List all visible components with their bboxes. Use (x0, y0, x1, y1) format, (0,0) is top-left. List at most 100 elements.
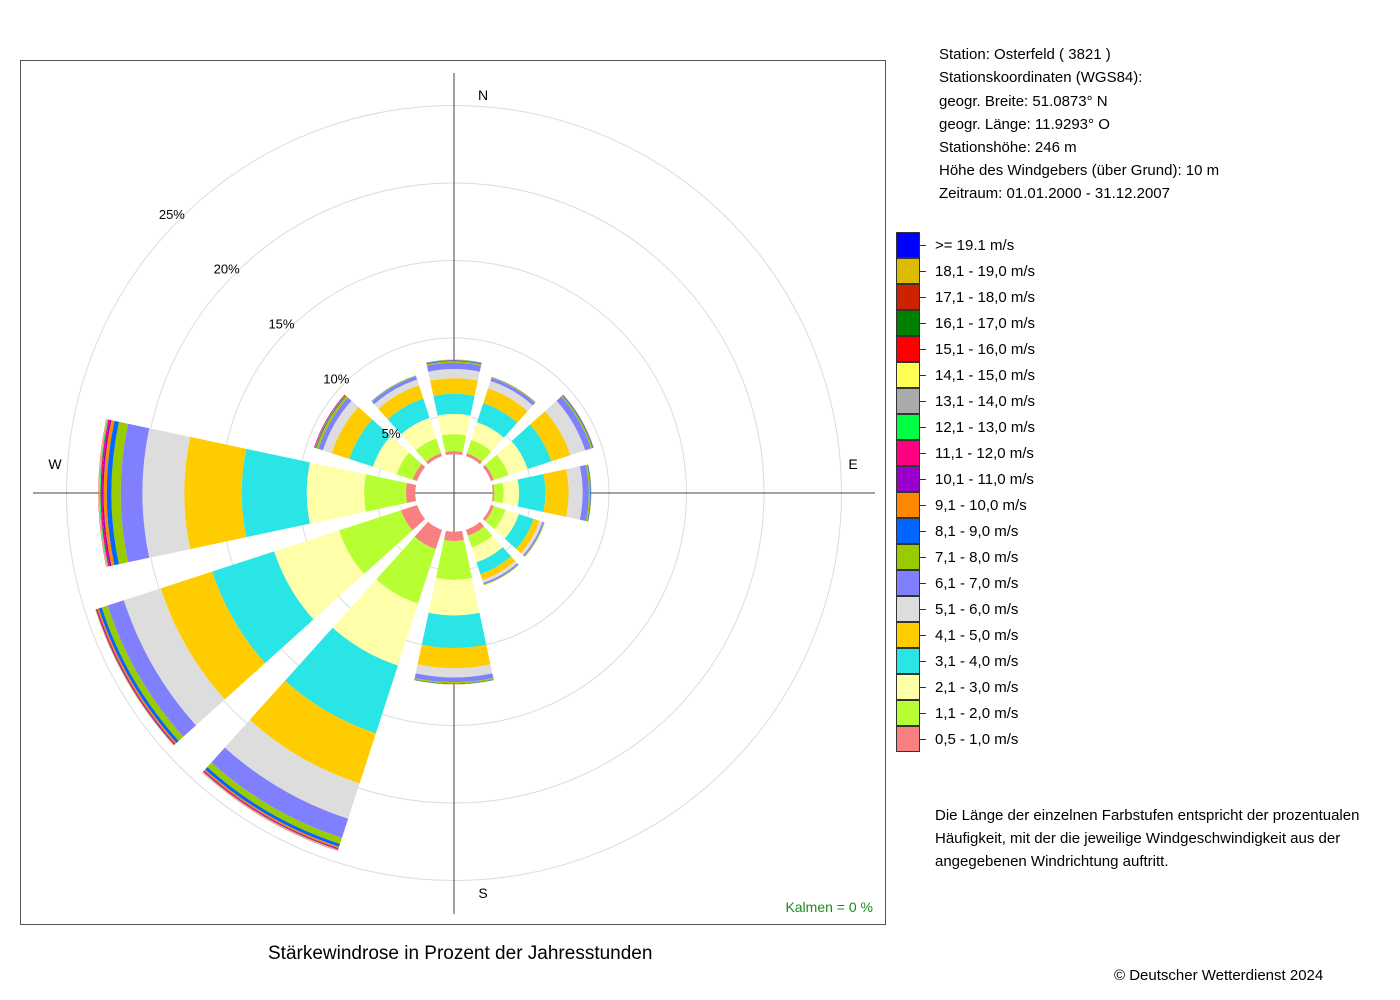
wind-sector-210-class-1 (414, 521, 443, 550)
wind-sector-210-class-2 (376, 536, 436, 604)
legend-tick (920, 557, 926, 558)
wind-sector-90-class-8 (585, 464, 591, 522)
wind-sector-240-class-6 (123, 588, 225, 726)
wind-sector-30-class-6 (488, 380, 533, 412)
legend-swatch (896, 414, 920, 440)
wind-sector-120-class-7 (523, 521, 544, 557)
wind-sector-150-class-6 (482, 560, 518, 583)
wind-sector-60-class-2 (485, 454, 509, 481)
radial-tick-label: 5% (382, 426, 401, 441)
legend-item: 0,5 - 1,0 m/s (896, 726, 1196, 752)
legend-item: 11,1 - 12,0 m/s (896, 440, 1196, 466)
legend-item: >= 19.1 m/s (896, 232, 1196, 258)
legend-item: 18,1 - 19,0 m/s (896, 258, 1196, 284)
wind-sector-0-class-9 (426, 360, 482, 365)
wind-sector-240-class-8 (101, 605, 184, 741)
wind-sector-60-class-3 (496, 441, 528, 476)
time-period: Zeitraum: 01.01.2000 - 31.12.2007 (939, 185, 1170, 202)
legend-item: 3,1 - 4,0 m/s (896, 648, 1196, 674)
wind-sector-330-class-2 (415, 438, 442, 462)
legend-swatch (896, 362, 920, 388)
wind-sector-60-class-6 (544, 400, 586, 456)
wind-sector-0-class-8 (426, 361, 482, 366)
wind-sector-0-class-7 (426, 362, 482, 372)
explanation-note: Die Länge der einzelnen Farbstufen entsp… (935, 804, 1395, 873)
wind-sector-180-class-2 (435, 540, 473, 580)
wind-sector-150-class-3 (471, 535, 503, 563)
wind-sector-120-class-4 (504, 514, 534, 550)
wind-sector-0-class-3 (437, 413, 471, 436)
legend-tick (920, 375, 926, 376)
legend-item: 1,1 - 2,0 m/s (896, 700, 1196, 726)
legend-item: 8,1 - 9,0 m/s (896, 518, 1196, 544)
wind-sector-90-class-7 (579, 464, 589, 522)
legend-tick (920, 531, 926, 532)
wind-sector-270-class-6 (142, 428, 191, 558)
wind-sector-0-class-14 (426, 359, 482, 363)
legend-item: 16,1 - 17,0 m/s (896, 310, 1196, 336)
chart-subtitle: Stärkewindrose in Prozent der Jahresstun… (268, 943, 653, 964)
wind-sector-90-class-9 (587, 464, 592, 522)
legend-swatch (896, 596, 920, 622)
legend-item: 4,1 - 5,0 m/s (896, 622, 1196, 648)
wind-sector-30-class-4 (476, 403, 518, 438)
wind-sector-60-class-1 (482, 464, 494, 482)
wind-sector-270-class-7 (120, 423, 150, 563)
wind-sector-180-class-7 (414, 673, 494, 683)
wind-sector-270-class-15 (98, 419, 107, 567)
legend-label: 13,1 - 14,0 m/s (935, 393, 1036, 410)
wind-sector-210-class-5 (249, 680, 376, 784)
compass-label-w: W (48, 456, 62, 472)
wind-sector-60-class-7 (556, 396, 592, 451)
wind-sector-180-class-1 (444, 530, 464, 542)
legend-tick (920, 297, 926, 298)
wind-sector-90-class-3 (502, 479, 520, 507)
legend-swatch (896, 544, 920, 570)
compass-label-n: N (478, 87, 488, 103)
longitude: geogr. Länge: 11.9293° O (939, 116, 1110, 133)
sensor-height: Höhe des Windgebers (über Grund): 10 m (939, 162, 1220, 179)
wind-sector-120-class-6 (520, 520, 543, 556)
wind-sector-120-class-3 (494, 509, 519, 539)
legend-item: 13,1 - 14,0 m/s (896, 388, 1196, 414)
legend-label: 4,1 - 5,0 m/s (935, 627, 1019, 644)
legend-swatch (896, 492, 920, 518)
legend-swatch (896, 622, 920, 648)
legend-swatch (896, 726, 920, 752)
wind-sector-240-class-2 (339, 510, 413, 574)
wind-sector-150-class-4 (476, 547, 512, 575)
wind-rose-plot: 5% 10% 15% 20% 25% N E S W Kalmen = 0 % (20, 60, 886, 925)
legend-item: 2,1 - 3,0 m/s (896, 674, 1196, 700)
legend-item: 14,1 - 15,0 m/s (896, 362, 1196, 388)
station-name: Station: Osterfeld ( 3821 ) (939, 46, 1111, 63)
wind-sector-210-class-7 (211, 747, 349, 838)
wind-sector-300-class-6 (322, 400, 359, 454)
legend-item: 7,1 - 8,0 m/s (896, 544, 1196, 570)
wind-sector-0-class-13 (426, 359, 482, 363)
wind-sector-150-class-2 (467, 526, 493, 548)
wind-sector-270-class-4 (241, 448, 310, 538)
wind-sector-240-class-7 (107, 600, 196, 737)
wind-sector-270-class-3 (306, 462, 367, 524)
legend-item: 5,1 - 6,0 m/s (896, 596, 1196, 622)
wind-sector-210-class-4 (284, 627, 398, 734)
wind-sector-300-class-8 (316, 396, 349, 449)
wind-sector-60-class-8 (561, 395, 593, 449)
wind-sector-330-class-4 (387, 398, 430, 435)
note-line-2: Häufigkeit, mit der die jeweilige Windge… (935, 830, 1341, 847)
legend-tick (920, 427, 926, 428)
copyright: © Deutscher Wetterdienst 2024 (1114, 967, 1324, 984)
wind-sector-210-class-3 (332, 579, 419, 666)
station-elevation: Stationshöhe: 246 m (939, 139, 1077, 156)
wind-sector-330-class-1 (425, 453, 443, 465)
wind-sector-0-class-10 (426, 360, 482, 364)
wind-sector-150-class-1 (465, 521, 485, 536)
legend-swatch (896, 570, 920, 596)
wind-sector-180-class-8 (414, 677, 494, 684)
wind-sector-330-class-6 (374, 379, 420, 409)
wind-rose-svg: 5% 10% 15% 20% 25% N E S W (33, 73, 875, 914)
wind-sector-120-class-5 (516, 518, 540, 554)
wind-sector-90-class-4 (517, 473, 546, 513)
legend-item: 12,1 - 13,0 m/s (896, 414, 1196, 440)
wind-sector-300-class-5 (331, 406, 373, 459)
